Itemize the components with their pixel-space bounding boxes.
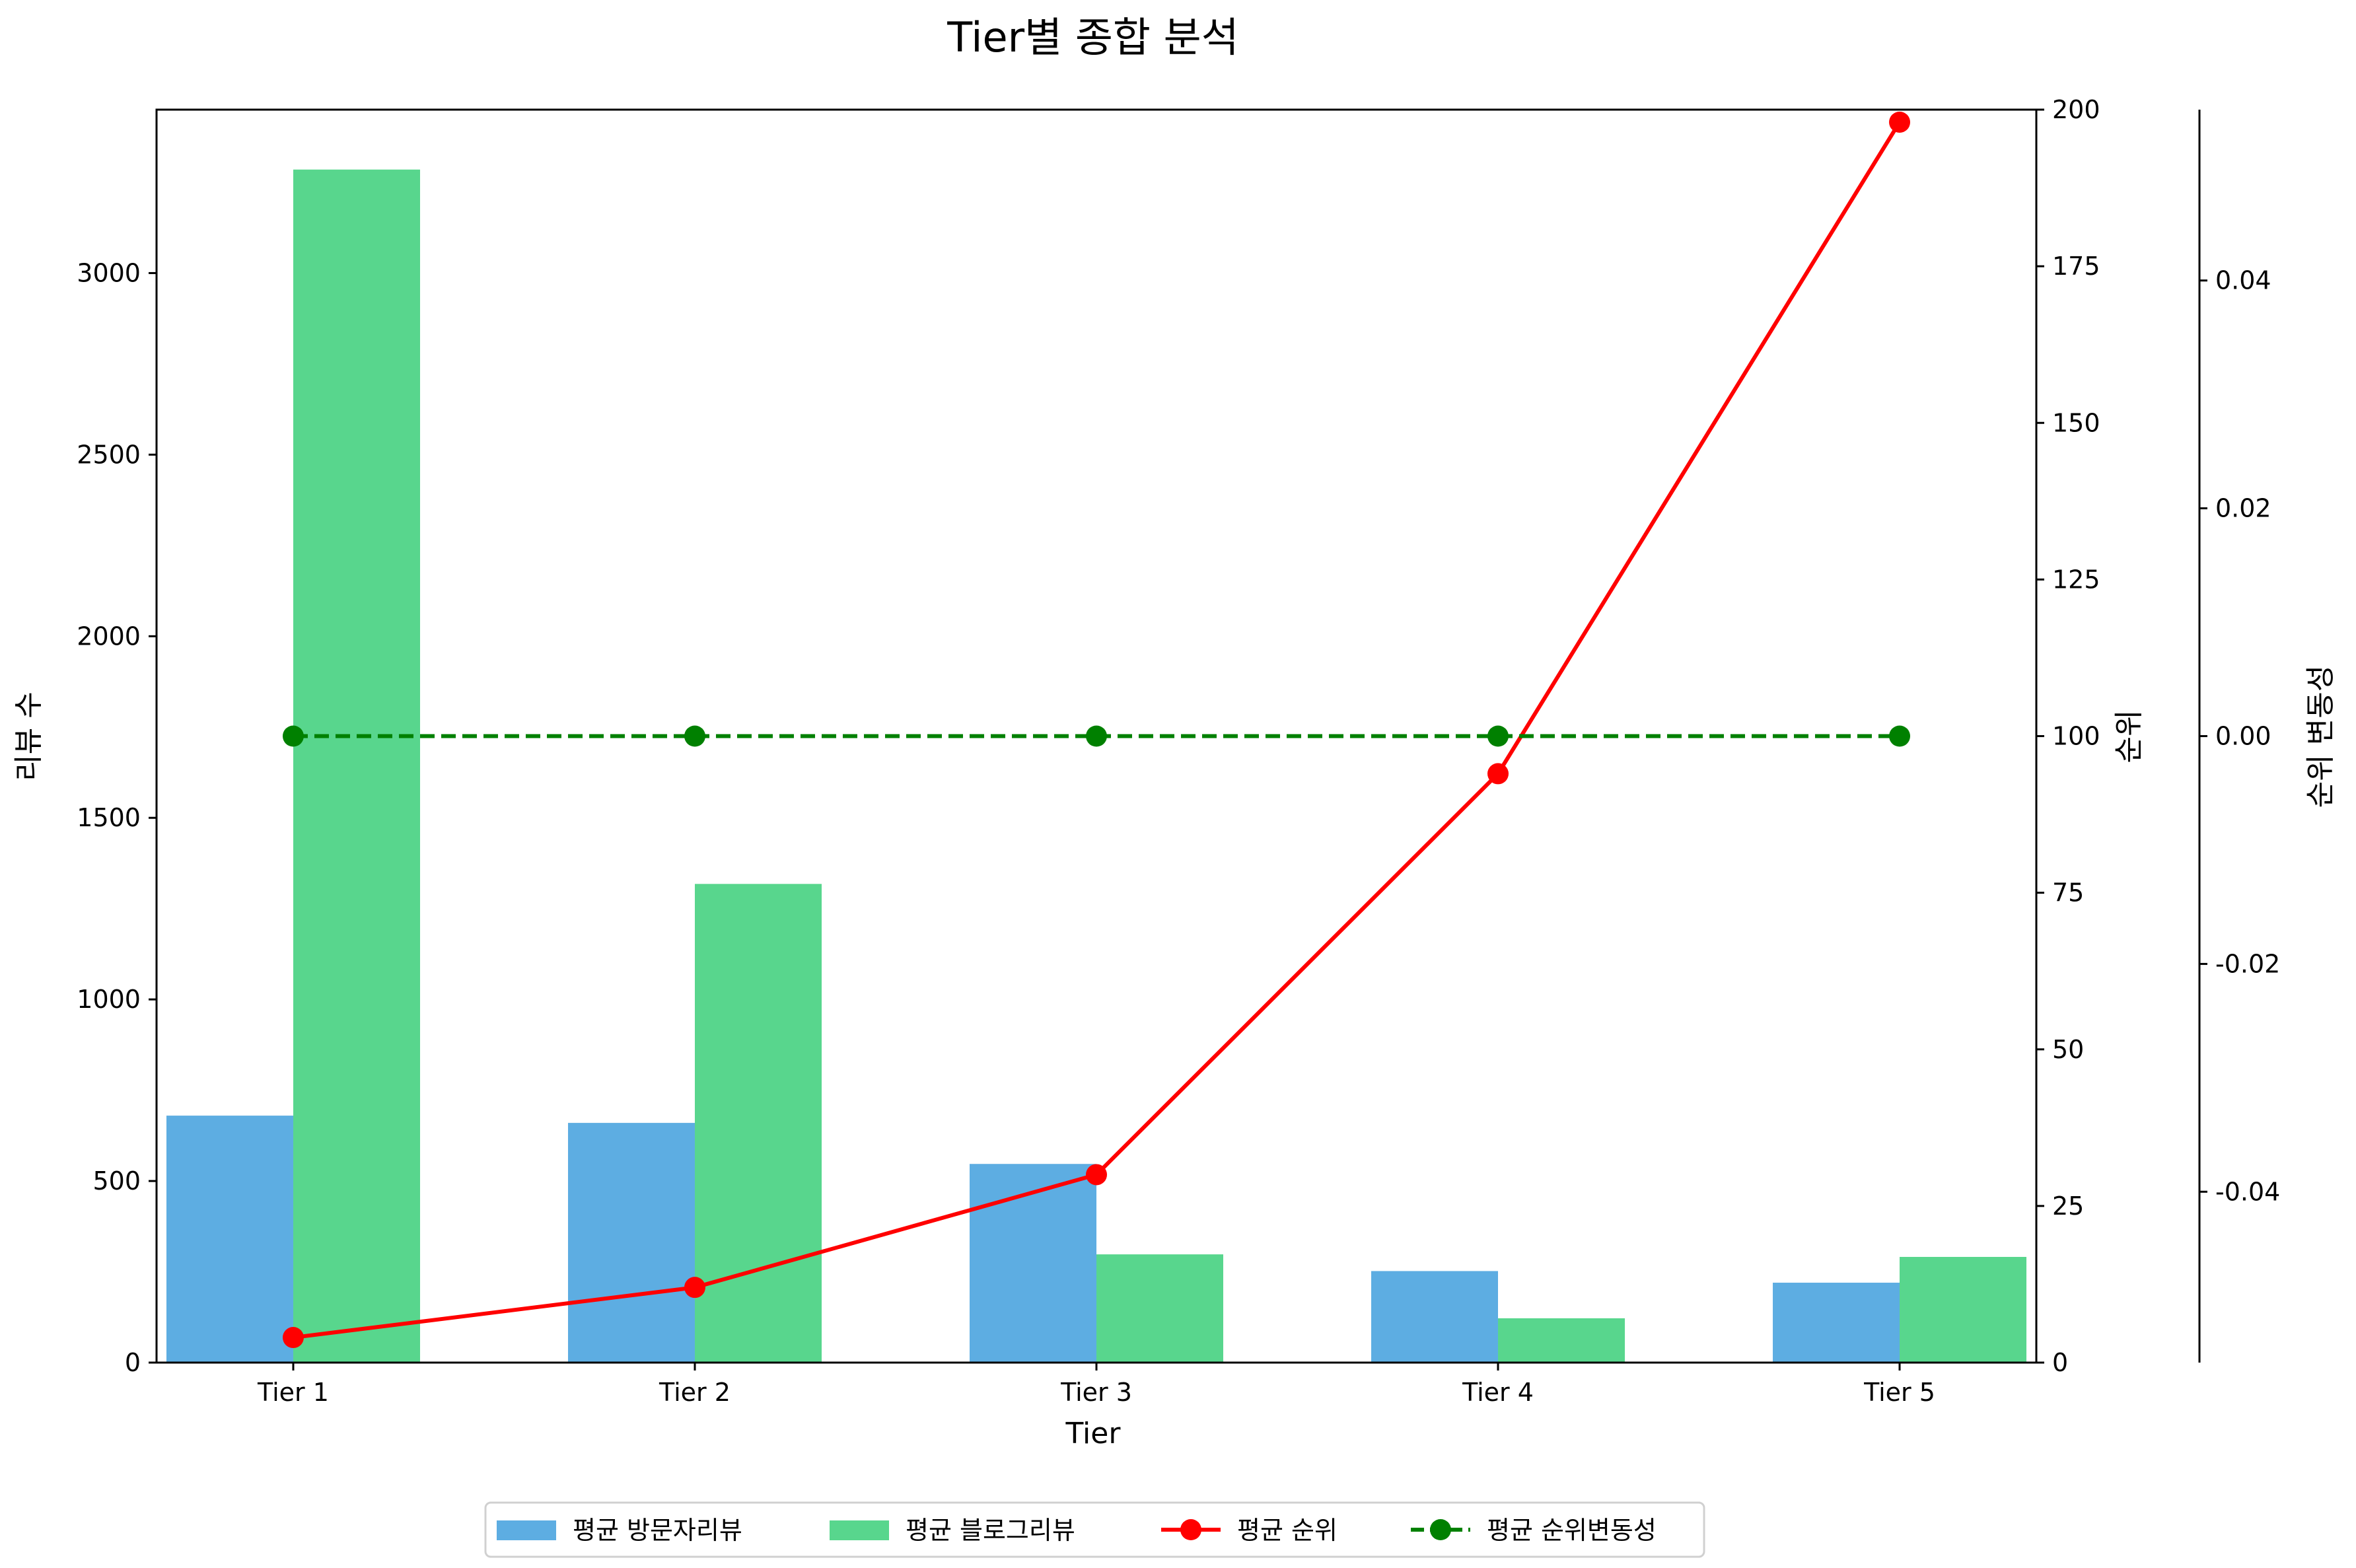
bar-blog-review (1900, 1256, 2027, 1363)
bar-blog-review (293, 169, 420, 1363)
legend-marker (1180, 1519, 1201, 1540)
legend-label: 평균 순위변동성 (1487, 1516, 1657, 1545)
point-rank-volatility (1889, 725, 1911, 747)
bar-blog-review (694, 884, 822, 1363)
right2-tick-label: -0.04 (2215, 1177, 2280, 1206)
bar-visitor-review (166, 1116, 293, 1363)
legend: 평균 방문자리뷰 평균 블로그리뷰 평균 순위 평균 순위변동성 (484, 1501, 1705, 1558)
right-tick-label: 175 (2052, 252, 2100, 281)
point-avg-rank (1487, 763, 1509, 785)
lines-layer (282, 111, 1911, 1349)
point-avg-rank (1889, 111, 1911, 133)
bar-visitor-review (970, 1164, 1096, 1363)
bar-blog-review (1498, 1318, 1625, 1363)
legend-label: 평균 방문자리뷰 (573, 1516, 742, 1545)
left-tick-label: 2000 (77, 622, 141, 651)
bars-layer (166, 169, 2027, 1363)
point-rank-volatility (282, 725, 304, 747)
legend-label: 평균 순위 (1237, 1516, 1338, 1545)
right-tick-label: 25 (2052, 1192, 2084, 1221)
bar-visitor-review (1773, 1283, 1900, 1363)
left-tick-label: 500 (92, 1166, 141, 1195)
chart-title: Tier별 종합 분석 (946, 13, 1238, 61)
bar-visitor-review (567, 1123, 695, 1363)
x-tick-label: Tier 1 (257, 1378, 329, 1407)
point-rank-volatility (1086, 725, 1107, 747)
legend-marker (1430, 1519, 1451, 1540)
legend-box (484, 1501, 1705, 1558)
bar-blog-review (1096, 1254, 1223, 1363)
right-tick-label: 150 (2052, 408, 2100, 437)
left-tick-label: 0 (125, 1348, 141, 1377)
x-tick-label: Tier 4 (1462, 1378, 1534, 1407)
legend-swatch (497, 1520, 556, 1540)
x-tick-label: Tier 3 (1060, 1378, 1132, 1407)
right2-tick-label: 0.00 (2215, 722, 2271, 751)
right-tick-label: 0 (2052, 1348, 2068, 1377)
bar-visitor-review (1371, 1271, 1499, 1363)
right-tick-label: 50 (2052, 1035, 2084, 1064)
right-tick-label: 100 (2052, 722, 2100, 751)
x-tick-label: Tier 5 (1863, 1378, 1935, 1407)
right2-tick-label: -0.02 (2215, 949, 2280, 978)
right2-tick-label: 0.04 (2215, 266, 2271, 295)
right-axis-label: 순위 (2112, 710, 2146, 764)
left-tick-label: 3000 (77, 258, 141, 287)
point-avg-rank (282, 1327, 304, 1349)
left-tick-label: 2500 (77, 440, 141, 469)
point-rank-volatility (684, 725, 705, 747)
axes-layer: 0 500 1000 1500 2000 2500 3000 0 25 50 75 100 125 150… (77, 95, 2280, 1407)
right-tick-label: 200 (2052, 95, 2100, 124)
point-rank-volatility (1487, 725, 1509, 747)
right-tick-label: 75 (2052, 878, 2084, 908)
left-tick-label: 1500 (77, 803, 141, 832)
x-axis-label: Tier (1065, 1417, 1122, 1450)
right-tick-label: 125 (2052, 565, 2100, 594)
right2-tick-label: 0.02 (2215, 494, 2271, 523)
left-tick-label: 1000 (77, 985, 141, 1014)
point-avg-rank (684, 1277, 705, 1299)
legend-swatch (830, 1520, 889, 1540)
left-axis-label: 리뷰 수 (12, 692, 46, 781)
right2-axis-label: 순위 변동성 (2304, 665, 2338, 808)
legend-label: 평균 블로그리뷰 (906, 1516, 1075, 1545)
x-tick-label: Tier 2 (659, 1378, 731, 1407)
point-avg-rank (1086, 1164, 1107, 1186)
